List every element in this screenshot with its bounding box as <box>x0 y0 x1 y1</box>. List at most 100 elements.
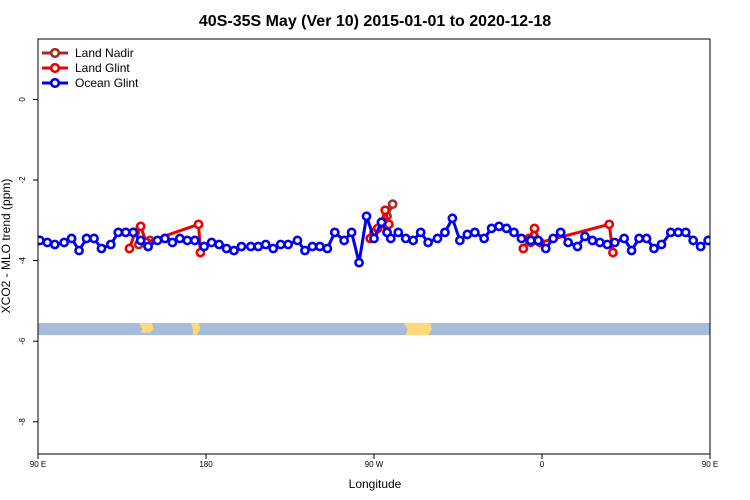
legend-label: Ocean Glint <box>75 76 139 90</box>
data-point <box>580 231 590 242</box>
data-point <box>152 235 163 246</box>
x-axis-label: Longitude <box>349 477 402 491</box>
data-point <box>516 233 527 244</box>
data-point <box>339 235 350 246</box>
data-point <box>307 241 318 252</box>
data-point <box>454 235 465 246</box>
data-point <box>221 243 232 254</box>
data-point <box>384 219 394 230</box>
y-axis: 0 -2 -4 -6 -8 <box>18 97 38 426</box>
data-point <box>128 227 139 238</box>
y-tick-label: 0 <box>18 97 27 102</box>
data-point <box>462 229 473 240</box>
data-point <box>135 235 146 246</box>
x-tick-label: 90 W <box>365 460 384 469</box>
data-point <box>160 233 170 244</box>
data-point <box>447 213 458 224</box>
data-point <box>59 237 70 248</box>
data-point <box>703 235 710 246</box>
data-point <box>346 227 357 238</box>
legend-item: Land Glint <box>42 61 130 75</box>
legend-label: Land Glint <box>75 61 130 75</box>
data-point <box>354 257 364 268</box>
data-point <box>300 245 310 256</box>
data-point <box>376 217 387 228</box>
data-point <box>619 233 630 244</box>
data-point <box>641 233 652 244</box>
data-point <box>275 239 286 250</box>
data-point <box>380 205 391 216</box>
y-tick-label: -8 <box>18 418 27 426</box>
series-ocean-glint <box>38 211 743 268</box>
data-point <box>408 235 419 246</box>
data-point <box>189 235 200 246</box>
y-axis-label: XCO2 - MLO trend (ppm) <box>0 179 13 314</box>
data-point <box>81 233 92 244</box>
data-point <box>423 237 434 248</box>
data-point <box>229 245 239 256</box>
data-point <box>563 237 574 248</box>
x-axis: 90 E 180 90 W 0 90 E <box>30 454 718 469</box>
data-point <box>206 237 217 248</box>
data-point <box>656 239 667 250</box>
data-point <box>604 219 615 230</box>
x-tick-label: 90 E <box>702 460 718 469</box>
data-point <box>361 211 372 222</box>
data-point <box>673 227 684 238</box>
data-point <box>268 243 279 254</box>
data-point <box>89 233 99 244</box>
data-point <box>42 237 53 248</box>
data-point <box>393 227 404 238</box>
data-point <box>602 239 613 250</box>
chart-title: 40S-35S May (Ver 10) 2015-01-01 to 2020-… <box>199 13 551 30</box>
data-point <box>193 219 204 230</box>
y-tick-label: -6 <box>18 337 27 345</box>
data-point <box>509 227 519 238</box>
data-point <box>548 233 559 244</box>
data-point <box>182 235 193 246</box>
data-point <box>688 235 699 246</box>
data-point <box>540 243 551 254</box>
data-point <box>167 237 178 248</box>
data-point <box>587 235 598 246</box>
data-point <box>518 243 529 254</box>
data-point <box>385 233 396 244</box>
map-land-patch <box>138 323 154 333</box>
data-point <box>529 223 540 234</box>
data-point <box>260 239 271 250</box>
data-point <box>533 235 544 246</box>
x-tick-label: 90 E <box>30 460 46 469</box>
data-point <box>594 237 605 248</box>
data-point <box>634 233 644 244</box>
data-point <box>432 233 443 244</box>
data-point <box>74 245 84 256</box>
legend-swatch-marker <box>49 47 61 59</box>
data-point <box>714 235 721 242</box>
data-point <box>729 235 736 242</box>
data-point <box>555 227 566 238</box>
data-point <box>143 241 154 252</box>
data-point <box>572 241 583 252</box>
x-tick-label: 180 <box>199 460 213 469</box>
legend-label: Land Nadir <box>75 46 134 60</box>
data-point <box>113 227 124 238</box>
data-point <box>329 227 340 238</box>
data-point <box>626 245 637 256</box>
data-point <box>736 237 743 244</box>
data-point <box>120 227 131 238</box>
data-point <box>292 235 303 246</box>
data-point <box>322 243 333 254</box>
map-land-patch <box>191 323 201 336</box>
data-point <box>680 227 691 238</box>
data-point <box>387 199 398 210</box>
data-point <box>649 243 659 254</box>
data-point <box>608 247 618 258</box>
data-point <box>38 235 45 246</box>
data-point <box>124 243 135 254</box>
data-point <box>66 233 77 244</box>
data-point <box>135 221 146 232</box>
data-point <box>400 233 411 244</box>
data-point <box>174 233 185 244</box>
